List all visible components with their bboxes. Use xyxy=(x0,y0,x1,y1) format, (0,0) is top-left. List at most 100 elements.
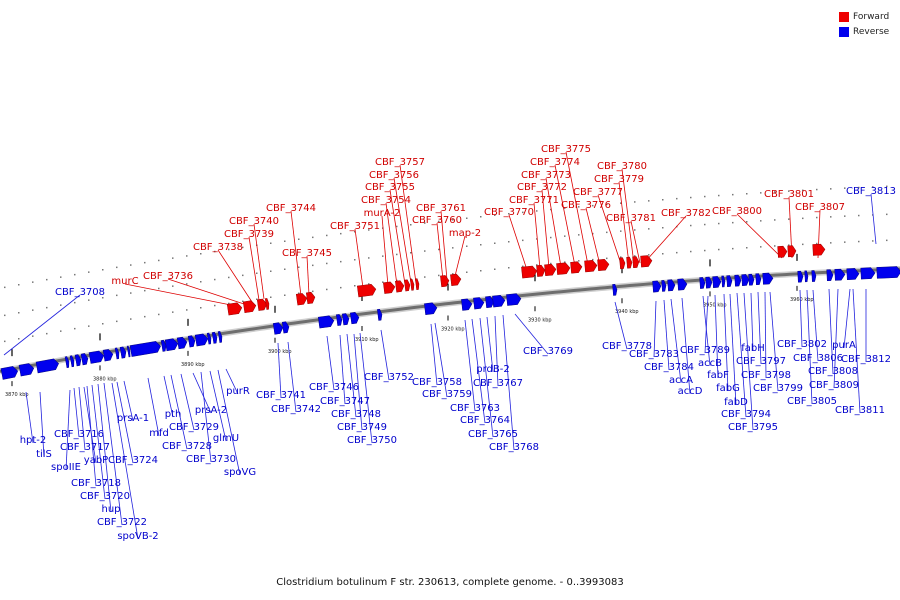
forward-gene-block xyxy=(305,291,316,305)
axis-tick-label: 3920 kbp xyxy=(441,327,465,333)
leader-line xyxy=(277,342,282,399)
axis-tick-label: 3880 kbp xyxy=(93,376,117,382)
forward-gene-block xyxy=(226,302,243,316)
track-dot xyxy=(564,207,566,209)
reverse-gene-block xyxy=(473,297,485,310)
track-dot xyxy=(802,243,804,246)
track-dot xyxy=(228,248,230,251)
track-dot xyxy=(760,246,762,248)
track-dot xyxy=(46,306,48,309)
track-dot xyxy=(144,289,146,292)
track-dot xyxy=(662,199,664,201)
gene-label-cbf-3739: CBF_3739 xyxy=(224,229,274,240)
track-dot xyxy=(200,253,202,255)
leader-line xyxy=(554,164,576,267)
reverse-gene-block xyxy=(461,298,473,311)
gene-label-cbf-3756: CBF_3756 xyxy=(369,170,419,181)
forward-gene-block xyxy=(619,257,626,270)
gene-label-cbf-3722: CBF_3722 xyxy=(97,517,147,528)
gene-label-pura: purA xyxy=(832,340,856,351)
track-dot xyxy=(32,281,34,283)
reverse-gene-block xyxy=(317,315,335,329)
gene-label-cbf-3765: CBF_3765 xyxy=(468,429,518,440)
track-dot xyxy=(340,260,342,263)
track-dot xyxy=(32,335,34,337)
reverse-gene-block xyxy=(350,312,360,325)
forward-gene-block xyxy=(597,258,610,272)
track-dot xyxy=(116,320,118,323)
leader-line xyxy=(430,323,438,386)
track-dot xyxy=(74,273,76,276)
track-dot xyxy=(466,217,468,219)
leader-line xyxy=(757,291,762,365)
gene-label-cbf-3764: CBF_3764 xyxy=(460,415,510,426)
leader-line xyxy=(471,318,486,424)
reverse-gene-block xyxy=(35,358,59,374)
track-dot xyxy=(746,193,748,195)
gene-label-cbf-3720: CBF_3720 xyxy=(80,491,130,502)
gene-label-fabh: fabH xyxy=(741,343,765,354)
gene-label-cbf-3748: CBF_3748 xyxy=(331,409,381,420)
track-dot xyxy=(186,255,188,257)
gene-label-accb: accB xyxy=(698,358,722,369)
axis-tick-label: 3890 kbp xyxy=(181,362,205,368)
leader-line xyxy=(870,193,877,245)
reverse-gene-block xyxy=(0,366,19,380)
track-dot xyxy=(88,271,90,273)
gene-label-mura-2: murA-2 xyxy=(364,208,401,219)
reverse-gene-block xyxy=(126,345,131,358)
gene-label-cbf-3771: CBF_3771 xyxy=(509,195,559,206)
leader-line xyxy=(287,341,297,413)
forward-gene-block xyxy=(415,278,420,291)
leader-line xyxy=(91,384,106,500)
forward-gene-block xyxy=(521,265,538,279)
track-dot xyxy=(270,270,272,272)
track-dot xyxy=(284,294,286,296)
track-dot xyxy=(634,201,636,203)
gene-label-cbf-3778: CBF_3778 xyxy=(602,341,652,352)
leader-line xyxy=(453,235,466,281)
track-dot xyxy=(186,283,188,285)
gene-label-fabf: fabF xyxy=(707,370,729,381)
reverse-gene-block xyxy=(114,347,120,360)
forward-gene-block xyxy=(544,263,557,277)
track-dot xyxy=(32,309,34,311)
leader-line xyxy=(124,283,237,307)
reverse-gene-block xyxy=(667,279,676,292)
track-dot xyxy=(4,286,6,289)
gene-label-cbf-3758: CBF_3758 xyxy=(412,377,462,388)
forward-gene-block xyxy=(440,275,450,288)
track-dot xyxy=(648,228,650,230)
track-dot xyxy=(634,255,636,257)
track-dot xyxy=(858,186,860,189)
gene-labels: murC CBF_3736 CBF_3738 CBF_3739 CBF_3740 CBF_… xyxy=(20,144,896,542)
track-dot xyxy=(158,259,160,262)
track-dot xyxy=(368,283,370,285)
track-dot xyxy=(858,214,860,217)
gene-label-map-2: map-2 xyxy=(449,228,481,239)
leader-line xyxy=(852,288,861,414)
track-dot xyxy=(298,266,300,268)
gene-label-cbf-3769: CBF_3769 xyxy=(523,346,573,357)
leader-line xyxy=(729,293,737,406)
axis-tick-label: 3940 kbp xyxy=(615,309,639,315)
reverse-gene-block xyxy=(811,270,817,282)
reverse-gene-block xyxy=(762,272,774,285)
track-dot xyxy=(74,327,76,330)
leader-line xyxy=(3,294,81,356)
track-dot xyxy=(536,238,538,240)
track-dot xyxy=(620,230,622,232)
leader-line xyxy=(736,213,783,259)
reverse-gene-block xyxy=(80,353,89,366)
leader-line xyxy=(290,210,302,297)
leader-line xyxy=(339,334,346,405)
reverse-gene-block xyxy=(18,363,35,377)
track-dot xyxy=(802,189,804,192)
track-dot xyxy=(816,188,818,191)
track-dot xyxy=(396,225,398,228)
track-dot xyxy=(788,218,790,220)
leader-line xyxy=(723,293,729,392)
track-dot xyxy=(676,197,678,200)
gene-label-cbf-3730: CBF_3730 xyxy=(186,454,236,465)
gene-label-cbf-3807: CBF_3807 xyxy=(795,202,845,213)
